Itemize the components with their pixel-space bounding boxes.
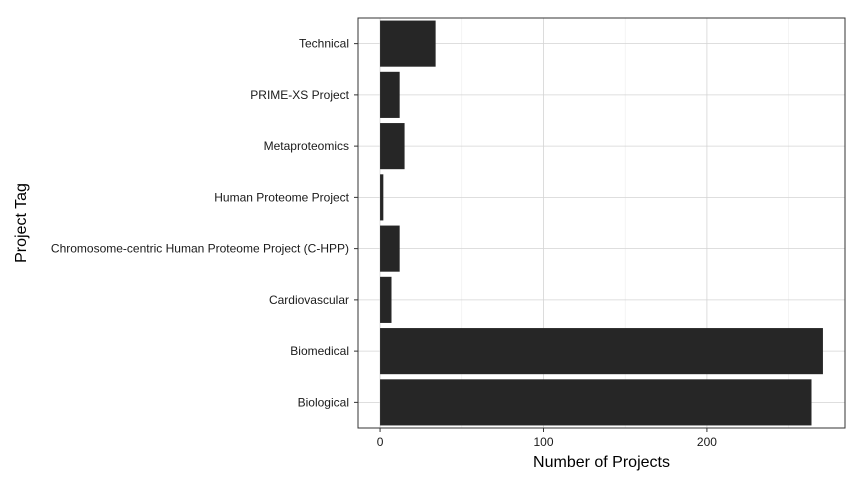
x-tick-label: 200: [697, 435, 717, 449]
bar: [380, 225, 400, 272]
y-tick-label: Cardiovascular: [269, 293, 349, 307]
bar: [380, 71, 400, 118]
x-axis-title: Number of Projects: [533, 454, 670, 471]
bar: [380, 123, 405, 170]
bar: [380, 276, 392, 323]
y-tick-label: Human Proteome Project: [214, 190, 349, 204]
bar: [380, 20, 436, 67]
y-tick-label: Biological: [298, 395, 349, 409]
y-axis: Technical PRIME-XS Project Metaproteomics H…: [51, 37, 358, 409]
bar: [380, 328, 823, 375]
y-tick-label: Biomedical: [290, 344, 349, 358]
x-tick-label: 100: [533, 435, 553, 449]
y-tick-label: Metaproteomics: [264, 139, 349, 153]
bars: [380, 20, 823, 426]
bar: [380, 174, 384, 221]
y-tick-label: Chromosome-centric Human Proteome Projec…: [51, 242, 349, 256]
x-tick-label: 0: [377, 435, 384, 449]
y-axis-title: Project Tag: [13, 183, 30, 263]
y-tick-label: PRIME-XS Project: [250, 88, 349, 102]
x-axis: 0 100 200: [377, 428, 717, 449]
y-tick-label: Technical: [299, 37, 349, 51]
bar: [380, 379, 812, 426]
panel-border: [357, 17, 846, 429]
